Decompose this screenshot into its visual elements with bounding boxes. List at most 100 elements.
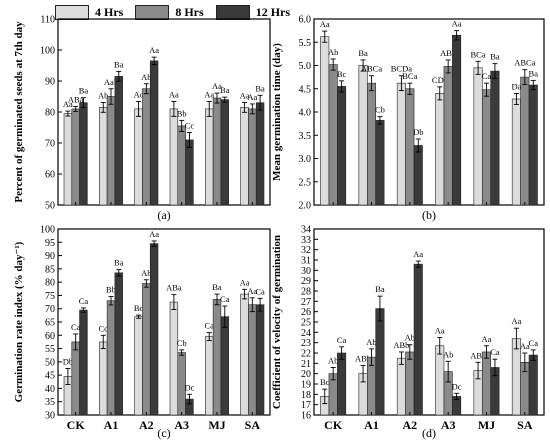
y-tick-label: 6.0 bbox=[299, 15, 312, 26]
bar bbox=[248, 304, 257, 416]
x-category-label: MJ bbox=[208, 418, 225, 432]
bar bbox=[79, 102, 88, 206]
y-tick-label: 45 bbox=[45, 371, 55, 382]
plot-frame bbox=[313, 18, 545, 206]
chart-panel-3: 30 35 40 45 50 55 60 65 70 75 80 85 90 95 100 Germinati… bbox=[13, 225, 271, 440]
bar bbox=[71, 108, 80, 206]
bar bbox=[114, 76, 123, 206]
significance-letter: Aa bbox=[413, 249, 423, 259]
bar bbox=[320, 36, 330, 206]
bar bbox=[212, 97, 222, 206]
legend-item-4hrs: 4 Hrs bbox=[55, 4, 124, 20]
significance-letter: Ab bbox=[141, 268, 151, 278]
significance-letter: Aa bbox=[247, 92, 257, 102]
x-category-label: CK bbox=[67, 418, 86, 432]
y-axis-label: Coefficient of velocity of germination bbox=[271, 235, 283, 409]
significance-letter: Db bbox=[413, 127, 423, 137]
significance-letter: Ca bbox=[255, 286, 265, 296]
y-tick-label: 26 bbox=[301, 307, 311, 318]
significance-letter: Aa bbox=[247, 286, 257, 296]
bar bbox=[149, 60, 159, 206]
bar bbox=[63, 113, 73, 206]
significance-letter: Ab bbox=[141, 72, 151, 82]
significance-letter: ABCa bbox=[361, 64, 382, 74]
significance-letter: ABb bbox=[393, 340, 409, 350]
y-tick-label: 29 bbox=[301, 276, 311, 287]
bar bbox=[169, 301, 179, 416]
significance-letter: Bc bbox=[134, 303, 144, 313]
bar bbox=[435, 93, 445, 206]
significance-letter: Ba bbox=[114, 59, 124, 69]
y-tick-label: 40 bbox=[45, 384, 55, 395]
significance-letter: Ab bbox=[328, 355, 338, 365]
y-tick-label: 17 bbox=[301, 400, 311, 411]
y-tick-label: 21 bbox=[301, 359, 311, 370]
y-tick-label: 18 bbox=[301, 390, 311, 401]
y-tick-label: 55 bbox=[45, 344, 55, 355]
significance-letter: ABa bbox=[68, 94, 84, 104]
significance-letter: Aa bbox=[482, 334, 492, 344]
bar bbox=[405, 88, 415, 206]
bar bbox=[405, 351, 415, 416]
bar bbox=[212, 299, 222, 416]
bar bbox=[142, 283, 151, 416]
bar bbox=[134, 108, 143, 206]
legend-item-8hrs: 8 Hrs bbox=[135, 4, 204, 20]
y-tick-label: 30 bbox=[45, 411, 55, 422]
y-tick-label: 80 bbox=[45, 108, 55, 119]
y-tick-label: 90 bbox=[45, 77, 55, 88]
bar bbox=[481, 89, 492, 206]
bar bbox=[142, 88, 151, 206]
significance-letter: Ca bbox=[220, 294, 230, 304]
plot-frame bbox=[57, 18, 271, 206]
y-tick-label: 27 bbox=[301, 297, 311, 308]
bar bbox=[337, 352, 347, 416]
bar bbox=[79, 309, 88, 416]
y-axis-label: Percent of germinated seeds at 7th day bbox=[13, 21, 25, 203]
significance-letter: Cc bbox=[99, 323, 109, 333]
y-tick-label: 30 bbox=[301, 266, 311, 277]
significance-letter: Aa bbox=[212, 81, 222, 91]
y-tick-label: 100 bbox=[40, 46, 55, 57]
y-tick-label: 20 bbox=[301, 369, 311, 380]
bar bbox=[177, 125, 186, 206]
y-tick-label: 110 bbox=[40, 15, 55, 26]
significance-letter: Aa bbox=[240, 277, 250, 287]
bar bbox=[114, 272, 123, 416]
significance-letter: Aa bbox=[149, 45, 159, 55]
significance-letter: Ab bbox=[405, 333, 415, 343]
significance-letter: BCa bbox=[471, 49, 486, 59]
y-tick-label: 4.5 bbox=[299, 84, 312, 95]
bar bbox=[358, 65, 368, 206]
significance-letter: ABa bbox=[470, 350, 486, 360]
y-tick-label: 85 bbox=[45, 264, 55, 275]
significance-letter: Ac bbox=[134, 89, 144, 99]
significance-letter: Bb bbox=[106, 284, 116, 294]
y-tick-label: 16 bbox=[301, 411, 311, 422]
y-tick-label: 50 bbox=[45, 357, 55, 368]
x-category-label: SA bbox=[517, 418, 533, 432]
bar bbox=[328, 64, 338, 206]
y-tick-label: 2.5 bbox=[299, 177, 312, 188]
significance-letter: Bc bbox=[337, 69, 347, 79]
bar bbox=[473, 67, 483, 206]
significance-letter: Ba bbox=[358, 48, 368, 58]
bar bbox=[255, 304, 265, 416]
significance-letter: Aa bbox=[240, 90, 250, 100]
bar bbox=[490, 70, 500, 206]
chart-panel-1: 50 60 70 80 90 100 110 Percent of germinated se… bbox=[13, 15, 271, 222]
significance-letter: Dc bbox=[452, 381, 462, 391]
y-tick-label: 19 bbox=[301, 380, 311, 391]
legend-label-4hrs: 4 Hrs bbox=[95, 4, 124, 19]
y-tick-label: 80 bbox=[45, 278, 55, 289]
significance-letter: Ba bbox=[490, 52, 500, 62]
significance-letter: ABb bbox=[355, 353, 371, 363]
bar bbox=[99, 107, 108, 206]
bar bbox=[205, 336, 214, 416]
bar bbox=[481, 351, 492, 416]
y-axis-label: Germination rate index (% day⁻¹) bbox=[13, 241, 25, 402]
panel-label: (b) bbox=[422, 208, 436, 222]
y-tick-label: 33 bbox=[301, 235, 311, 246]
y-tick-label: 35 bbox=[45, 397, 55, 408]
significance-letter: Ba bbox=[114, 258, 124, 268]
